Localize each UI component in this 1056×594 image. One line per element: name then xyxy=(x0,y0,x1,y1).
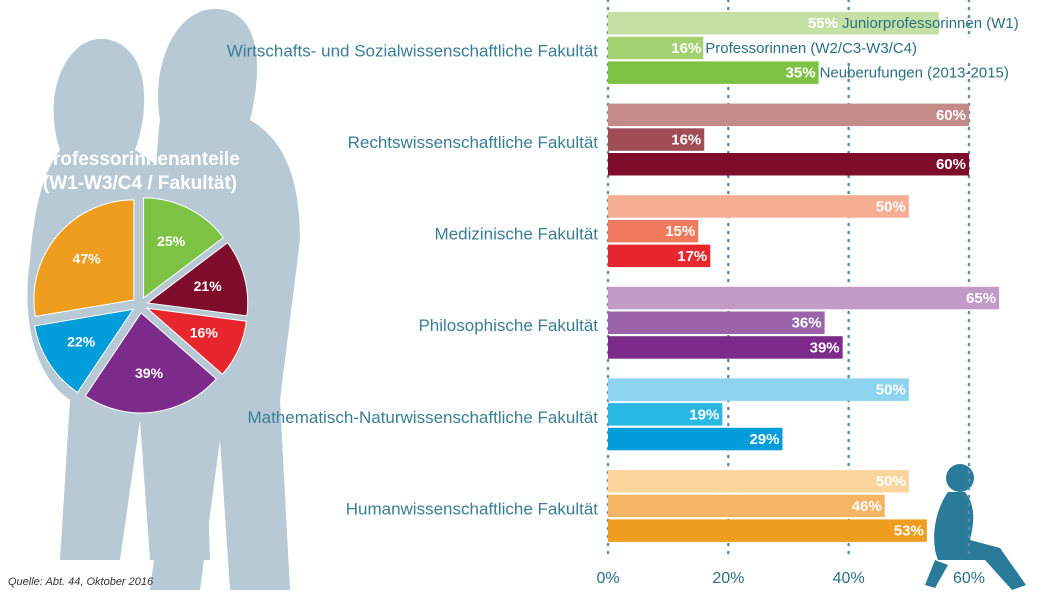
x-tick-label: 60% xyxy=(953,570,985,587)
category-label: Wirtschafts- und Sozialwissenschaftliche… xyxy=(227,41,599,60)
bar xyxy=(608,378,909,401)
pie-label: 39% xyxy=(135,365,164,381)
x-tick-label: 0% xyxy=(596,570,619,587)
source: Quelle: Abt. 44, Oktober 2016 xyxy=(8,576,154,588)
x-tick-label: 20% xyxy=(712,570,744,587)
pie-title: Professorinnenanteile xyxy=(40,149,240,170)
pie-label: 25% xyxy=(157,233,186,249)
category-label: Medizinische Fakultät xyxy=(435,225,599,244)
pie-label: 21% xyxy=(194,278,223,294)
legend-entry: Neuberufungen (2013-2015) xyxy=(820,65,1009,82)
category-label: Rechtswissenschaftliche Fakultät xyxy=(348,133,599,152)
value-label: 35% xyxy=(786,65,816,82)
value-label: 15% xyxy=(665,223,695,240)
infographic: Professorinnenanteile (W1-W3/C4 / Fakult… xyxy=(0,0,1056,594)
bar xyxy=(608,519,927,542)
category-label: Philosophische Fakultät xyxy=(418,316,598,335)
pie-title: (W1-W3/C4 / Fakultät) xyxy=(43,173,237,194)
bar xyxy=(608,195,909,218)
x-tick-label: 40% xyxy=(833,570,865,587)
bar xyxy=(608,495,885,518)
pie-label: 22% xyxy=(67,334,96,350)
category-label: Mathematisch-Naturwissenschaftliche Faku… xyxy=(247,408,598,427)
value-label: 55% xyxy=(808,15,838,32)
pie-label: 47% xyxy=(73,250,102,266)
value-label: 46% xyxy=(852,498,882,515)
value-label: 60% xyxy=(936,107,966,124)
value-label: 50% xyxy=(876,382,906,399)
value-label: 65% xyxy=(966,290,996,307)
bar xyxy=(608,153,969,176)
pie-label: 16% xyxy=(190,325,219,341)
value-label: 39% xyxy=(810,339,840,356)
value-label: 16% xyxy=(671,132,701,149)
value-label: 50% xyxy=(876,473,906,490)
value-label: 53% xyxy=(894,523,924,540)
value-label: 60% xyxy=(936,156,966,173)
bar xyxy=(608,336,843,359)
value-label: 17% xyxy=(677,248,707,265)
value-label: 29% xyxy=(749,431,779,448)
category-label: Humanwissenschaftliche Fakultät xyxy=(346,499,599,518)
legend-entry: Juniorprofessorinnen (W1) xyxy=(842,15,1019,32)
value-label: 50% xyxy=(876,198,906,215)
bar xyxy=(608,470,909,493)
value-label: 36% xyxy=(792,315,822,332)
value-label: 19% xyxy=(689,406,719,423)
legend-entry: Professorinnen (W2/C3-W3/C4) xyxy=(705,40,917,57)
bar xyxy=(608,104,969,127)
value-label: 16% xyxy=(671,40,701,57)
bar xyxy=(608,287,999,310)
